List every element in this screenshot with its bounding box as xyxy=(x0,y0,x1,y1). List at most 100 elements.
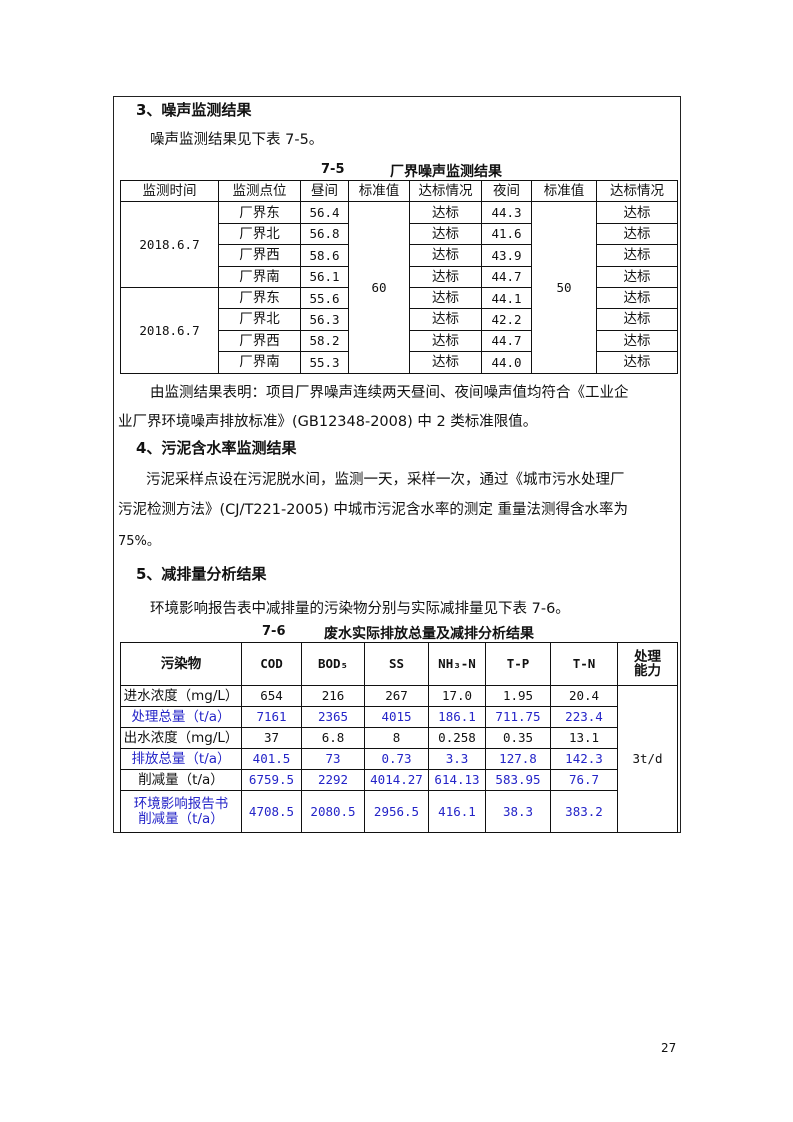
day-status-cell: 达标 xyxy=(409,329,482,353)
point-cell: 厂界北 xyxy=(218,222,301,246)
day-value-cell: 56.4 xyxy=(300,201,349,224)
day-status-cell: 达标 xyxy=(409,265,482,288)
value-cell: 2292 xyxy=(301,769,365,791)
table-row: 厂界西 58.6 达标 43.9 达标 xyxy=(121,244,678,267)
table-row: 厂界北 56.3 达标 42.2 达标 xyxy=(121,308,678,331)
value-cell: 216 xyxy=(301,685,365,707)
value-cell: 127.8 xyxy=(485,748,551,770)
row-label-cell: 出水浓度（mg/L） xyxy=(120,727,242,749)
day-status-cell: 达标 xyxy=(409,244,482,267)
point-cell: 厂界南 xyxy=(218,351,301,374)
value-cell: 20.4 xyxy=(550,685,618,707)
section-3-intro: 噪声监测结果见下表 7-5。 xyxy=(150,132,324,148)
row-label-line: 削减量（t/a） xyxy=(138,810,224,827)
header-cell: NH₃-N xyxy=(428,642,486,686)
night-value-cell: 41.6 xyxy=(481,222,532,246)
value-cell: 4015 xyxy=(364,706,429,728)
value-cell: 7161 xyxy=(241,706,302,728)
value-cell: 3.3 xyxy=(428,748,486,770)
day-status-cell: 达标 xyxy=(409,286,482,310)
value-cell: 6759.5 xyxy=(241,769,302,791)
value-cell: 416.1 xyxy=(428,790,486,833)
date-cell: 2018.6.7 xyxy=(120,286,219,374)
night-value-cell: 44.1 xyxy=(481,286,532,310)
day-status-cell: 达标 xyxy=(409,351,482,374)
section-4-heading: 4、污泥含水率监测结果 xyxy=(136,439,297,457)
value-cell: 1.95 xyxy=(485,685,551,707)
table-header-row: 污染物 COD BOD₅ SS NH₃-N T-P T-N 处理能力 xyxy=(120,642,678,686)
day-value-cell: 56.3 xyxy=(300,308,349,331)
value-cell: 37 xyxy=(241,727,302,749)
point-cell: 厂界东 xyxy=(218,286,301,310)
night-value-cell: 42.2 xyxy=(481,308,532,331)
day-value-cell: 56.8 xyxy=(300,222,349,246)
header-cell: 监测点位 xyxy=(218,179,301,203)
value-cell: 6.8 xyxy=(301,727,365,749)
row-label-cell: 排放总量（t/a） xyxy=(120,748,242,770)
night-value-cell: 44.0 xyxy=(481,351,532,374)
value-cell: 0.258 xyxy=(428,727,486,749)
day-value-cell: 55.6 xyxy=(300,286,349,310)
table-row: 进水浓度（mg/L） 654 216 267 17.0 1.95 20.4 3t/d xyxy=(120,685,678,833)
row-label-line: 环境影响报告书 xyxy=(133,796,229,813)
table-7-6-number: 7-6 xyxy=(262,624,286,639)
day-status-cell: 达标 xyxy=(409,201,482,224)
value-cell: 711.75 xyxy=(485,706,551,728)
value-cell: 267 xyxy=(364,685,429,707)
night-value-cell: 44.7 xyxy=(481,265,532,288)
value-cell: 401.5 xyxy=(241,748,302,770)
value-cell: 2080.5 xyxy=(301,790,365,833)
point-cell: 厂界东 xyxy=(218,201,301,224)
section-4-line-2: 污泥检测方法》(CJ/T221-2005) 中城市污泥含水率的测定 重量法测得含… xyxy=(118,502,628,518)
section-5-heading: 5、减排量分析结果 xyxy=(136,565,267,583)
header-cell: BOD₅ xyxy=(301,642,365,686)
day-status-cell: 达标 xyxy=(409,308,482,331)
value-cell: 383.2 xyxy=(550,790,618,833)
day-value-cell: 55.3 xyxy=(300,351,349,374)
header-cell: 夜间 xyxy=(481,179,532,203)
value-cell: 2956.5 xyxy=(364,790,429,833)
value-cell: 17.0 xyxy=(428,685,486,707)
header-cell: 处理能力 xyxy=(617,642,678,686)
night-status-cell: 达标 xyxy=(596,329,678,353)
value-cell: 38.3 xyxy=(485,790,551,833)
date-cell: 2018.6.7 xyxy=(120,201,219,288)
header-cell: 标准值 xyxy=(531,179,597,203)
point-cell: 厂界北 xyxy=(218,308,301,331)
row-label-cell: 环境影响报告书 削减量（t/a） xyxy=(120,790,242,833)
day-standard-cell: 60 xyxy=(348,201,410,374)
header-cell: 标准值 xyxy=(348,179,410,203)
night-standard-cell: 50 xyxy=(531,201,597,374)
night-status-cell: 达标 xyxy=(596,222,678,246)
night-status-cell: 达标 xyxy=(596,201,678,224)
night-status-cell: 达标 xyxy=(596,244,678,267)
header-cell: SS xyxy=(364,642,429,686)
header-cell: 达标情况 xyxy=(596,179,678,203)
table-row: 厂界南 55.3 达标 44.0 达标 xyxy=(121,351,678,374)
point-cell: 厂界西 xyxy=(218,329,301,353)
row-label-cell: 处理总量（t/a） xyxy=(120,706,242,728)
value-cell: 2365 xyxy=(301,706,365,728)
content-frame xyxy=(113,96,681,833)
value-cell: 142.3 xyxy=(550,748,618,770)
value-cell: 614.13 xyxy=(428,769,486,791)
table-7-5-number: 7-5 xyxy=(321,162,345,177)
value-cell: 583.95 xyxy=(485,769,551,791)
value-cell: 0.73 xyxy=(364,748,429,770)
day-value-cell: 58.2 xyxy=(300,329,349,353)
emission-reduction-table: 污染物 COD BOD₅ SS NH₃-N T-P T-N 处理能力 进水浓度（… xyxy=(120,642,678,833)
capacity-cell: 3t/d xyxy=(617,685,678,833)
value-cell: 223.4 xyxy=(550,706,618,728)
table-row: 2018.6.7 厂界东 55.6 达标 44.1 达标 xyxy=(120,286,678,374)
section-4-line-1: 污泥采样点设在污泥脱水间，监测一天，采样一次，通过《城市污水处理厂 xyxy=(146,472,625,488)
section-3-conclusion-line-1: 由监测结果表明：项目厂界噪声连续两天昼间、夜间噪声值均符合《工业企 xyxy=(150,385,629,401)
value-cell: 4708.5 xyxy=(241,790,302,833)
page-number: 27 xyxy=(661,1041,677,1055)
value-cell: 8 xyxy=(364,727,429,749)
header-cell: 昼间 xyxy=(300,179,349,203)
point-cell: 厂界南 xyxy=(218,265,301,288)
table-row: 出水浓度（mg/L） 37 6.8 8 0.258 0.35 13.1 xyxy=(120,727,678,749)
night-status-cell: 达标 xyxy=(596,351,678,374)
point-cell: 厂界西 xyxy=(218,244,301,267)
